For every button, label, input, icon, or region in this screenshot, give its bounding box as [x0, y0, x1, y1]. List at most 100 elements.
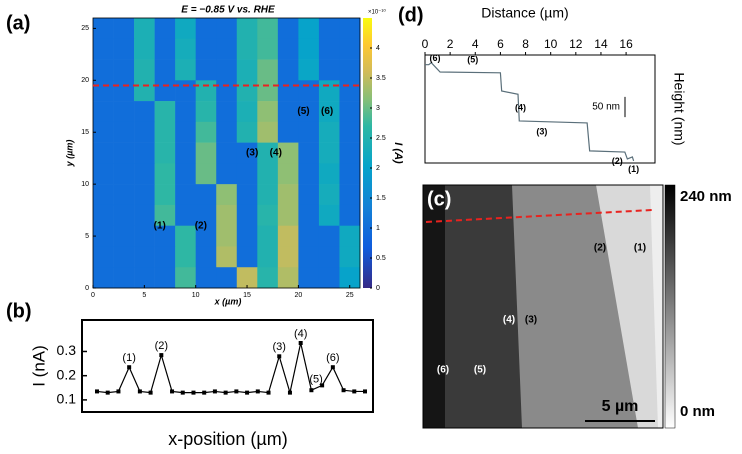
heatmap-cell [257, 163, 279, 185]
point [127, 365, 132, 370]
heatmap-cell [236, 38, 258, 60]
heatmap-cell [175, 142, 196, 164]
y-tick-label: 20 [81, 77, 89, 84]
heatmap-cell [195, 267, 217, 289]
terrace-label: (3) [525, 315, 537, 326]
heatmap-cell [195, 225, 217, 247]
heatmap-cell [113, 163, 135, 185]
heatmap-cell [318, 38, 340, 60]
y-axis-label: I (nA) [29, 345, 48, 387]
heatmap-cell [257, 101, 279, 123]
heatmap-cell [298, 59, 320, 81]
image-frame [422, 184, 664, 429]
colorbar [363, 18, 372, 288]
heatmap-cell [93, 18, 114, 40]
heatmap-cell [339, 267, 361, 289]
x-tick-label: 2 [447, 37, 454, 51]
step-label: (1) [628, 164, 639, 174]
heatmap-cell [175, 184, 196, 206]
heatmap-cell [154, 38, 176, 60]
heatmap-cell [318, 246, 340, 268]
step-label: (2) [612, 156, 623, 166]
heatmap-cell [113, 204, 135, 226]
panel-label: (a) [6, 12, 30, 34]
heatmap-cell [339, 80, 361, 102]
heatmap-cell [339, 142, 361, 164]
terrace [423, 185, 445, 428]
heatmap-cell [236, 101, 258, 123]
colorbar-tick-label: 3 [376, 105, 380, 112]
terrace [650, 185, 663, 428]
point [180, 390, 185, 395]
heatmap-cell [339, 59, 361, 81]
heatmap-cell [216, 18, 238, 40]
heatmap-cell [236, 59, 258, 81]
heatmap-cell [298, 267, 320, 289]
heatmap-cell [216, 267, 238, 289]
heatmap-cell [216, 163, 238, 185]
panel-d: (d) Distance (µm) Height (nm) 50 nm 0 2 4 6… [398, 4, 687, 174]
x-tick-label: 0 [91, 292, 95, 299]
heatmap-cell [93, 204, 114, 226]
heatmap-cell [277, 246, 299, 268]
heatmap-cell [134, 121, 155, 143]
terrace-label: (1) [634, 243, 646, 254]
heatmap-cell [216, 38, 238, 60]
heatmap-cell [339, 163, 361, 185]
heatmap-cell [216, 204, 238, 226]
heatmap-cell [195, 38, 217, 60]
point [298, 341, 303, 345]
colorbar-tick-label: 4 [376, 45, 380, 52]
x-tick-label: 14 [594, 37, 608, 51]
heatmap-cell [236, 184, 258, 206]
heatmap-cell [257, 80, 279, 102]
plot-frame [424, 54, 656, 164]
point [191, 390, 196, 395]
point-label: (4) [294, 328, 307, 340]
heatmap-cell [216, 246, 238, 268]
heatmap-cell [298, 225, 320, 247]
x-tick-label: 10 [192, 292, 200, 299]
point [287, 390, 292, 395]
scale-bar-label: 5 µm [602, 398, 639, 415]
colorbar-tick-label: 0.5 [376, 255, 386, 262]
heatmap-cell [113, 225, 135, 247]
heatmap-cell [154, 184, 176, 206]
heatmap-cell [113, 184, 135, 206]
colorbar-tick-label: 0 [376, 285, 380, 292]
panel-c: (c) (1) (2) (3) (4) (5) (6) 5 µm 240 nm … [422, 184, 732, 429]
heatmap-cell [277, 267, 299, 289]
heatmap-cell [236, 163, 258, 185]
heatmap-cell [339, 246, 361, 268]
heatmap-cell [195, 18, 217, 40]
x-tick-label: 0 [422, 37, 429, 51]
heatmap-cell [216, 142, 238, 164]
heatmap-cell [154, 204, 176, 226]
heatmap-cell [236, 80, 258, 102]
point-label: (1) [122, 352, 135, 364]
heatmap-cell [195, 80, 217, 102]
x-tick-label: 6 [497, 37, 504, 51]
heatmap-cell [277, 225, 299, 247]
point [245, 390, 250, 395]
heatmap-cell [298, 38, 320, 60]
annotation: (5) [297, 106, 309, 117]
x-tick-label: 16 [619, 37, 633, 51]
terrace-label: (5) [474, 365, 486, 376]
heatmap-cell [339, 204, 361, 226]
heatmap-cell [175, 101, 196, 123]
heatmap-cell [175, 163, 196, 185]
heatmap-cell [236, 246, 258, 268]
point [341, 388, 346, 393]
terrace-label: (2) [594, 243, 606, 254]
y-axis-label: Height (nm) [671, 72, 687, 145]
heatmap-cell [195, 184, 217, 206]
heatmap-cell [195, 121, 217, 143]
heatmap-cell [93, 121, 114, 143]
heatmap-cell [339, 101, 361, 123]
step-label: (4) [515, 103, 526, 113]
y-tick-label: 25 [81, 25, 89, 32]
heatmap-cell [216, 80, 238, 102]
x-tick-label: 8 [522, 37, 529, 51]
x-tick-label: 15 [243, 292, 251, 299]
